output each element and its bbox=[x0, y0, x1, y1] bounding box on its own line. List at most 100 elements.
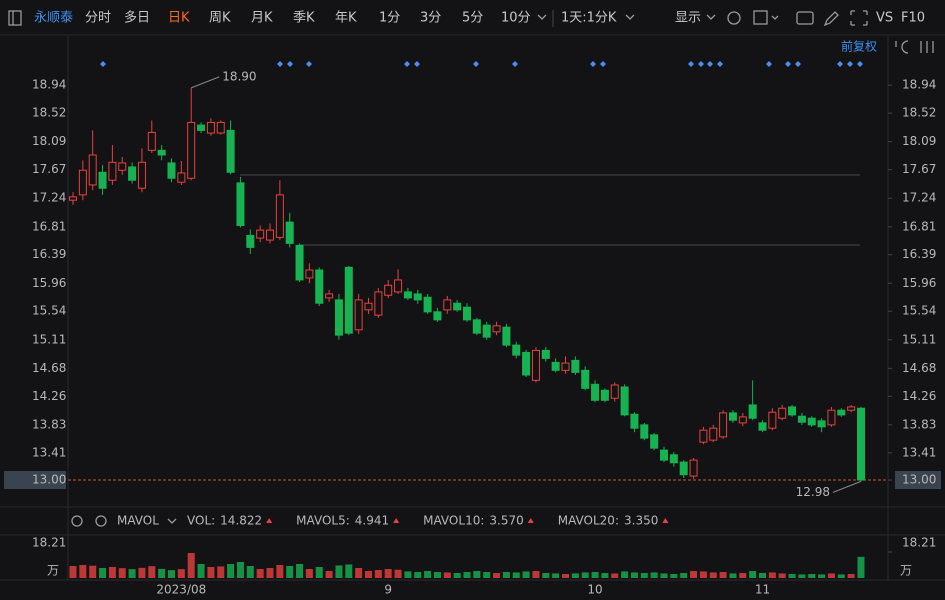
y-tick-label: 17.24 bbox=[32, 191, 66, 205]
candle-body bbox=[236, 182, 245, 226]
candle-body bbox=[275, 194, 284, 238]
volume-bar bbox=[788, 574, 796, 578]
candle-body bbox=[325, 293, 334, 299]
volume-bar bbox=[118, 568, 126, 578]
period-tab[interactable]: 年K bbox=[335, 11, 357, 26]
volume-bar bbox=[463, 572, 471, 578]
indicator-name[interactable]: MAVOL bbox=[117, 514, 159, 528]
y-tick-label: 13.83 bbox=[32, 417, 66, 431]
layout-icon[interactable] bbox=[753, 10, 768, 25]
candle-body bbox=[216, 121, 225, 134]
candle-body bbox=[857, 407, 865, 481]
legend-value: 14.822 bbox=[220, 514, 262, 528]
volume-bar bbox=[207, 567, 215, 578]
f10-button[interactable]: F10 bbox=[901, 11, 925, 26]
indicator-settings[interactable] bbox=[71, 515, 83, 527]
period-tab[interactable]: 周K bbox=[209, 11, 231, 26]
period-tab[interactable]: 1分 bbox=[379, 11, 400, 26]
volume-bar bbox=[236, 562, 244, 578]
volume-bar bbox=[256, 569, 264, 578]
volume-bar bbox=[483, 572, 491, 578]
volume-bar bbox=[453, 573, 461, 578]
volume-bar bbox=[827, 573, 835, 578]
sidebar-toggle[interactable] bbox=[8, 10, 22, 26]
period-tab[interactable]: 月K bbox=[251, 11, 273, 26]
candle-body bbox=[788, 406, 797, 416]
volume-bar bbox=[749, 571, 757, 578]
dropdown-arrow bbox=[537, 14, 547, 20]
vs-button[interactable]: VS bbox=[876, 11, 893, 26]
candle-body bbox=[719, 412, 728, 438]
period-tab[interactable]: 多日 bbox=[124, 10, 150, 26]
candle-body bbox=[778, 407, 787, 419]
interval-select[interactable]: 1天:1分K bbox=[561, 11, 617, 26]
low-pointer bbox=[832, 480, 862, 493]
candle-body bbox=[147, 131, 156, 151]
y-tick-label: 18.94 bbox=[902, 78, 936, 92]
camera-icon[interactable] bbox=[796, 11, 814, 25]
volume-bar bbox=[177, 569, 185, 578]
candle-body bbox=[423, 296, 432, 313]
display-menu[interactable]: 显示 bbox=[675, 11, 701, 26]
volume-bar bbox=[187, 553, 195, 578]
candle-body bbox=[600, 389, 609, 401]
candle-body bbox=[403, 291, 412, 299]
last-price-box bbox=[4, 471, 66, 490]
candle-body bbox=[630, 413, 639, 429]
volume-bar bbox=[552, 573, 560, 578]
draw-icon[interactable] bbox=[823, 11, 839, 27]
volume-bar bbox=[532, 571, 540, 578]
period-tab[interactable]: 季K bbox=[293, 11, 315, 26]
period-tab[interactable]: 10分 bbox=[501, 11, 531, 26]
volume-bar bbox=[168, 570, 175, 578]
y-tick-label: 14.68 bbox=[902, 361, 936, 375]
stock-name[interactable]: 永顺泰 bbox=[34, 11, 73, 26]
settings-icon[interactable] bbox=[727, 11, 741, 25]
last-price-box bbox=[895, 471, 941, 490]
candle-body bbox=[709, 427, 718, 441]
candle-body bbox=[463, 306, 471, 321]
candle-body bbox=[157, 149, 166, 156]
indicator-close[interactable] bbox=[95, 515, 107, 527]
volume-bar bbox=[798, 574, 806, 578]
period-tab[interactable]: 5分 bbox=[462, 11, 483, 26]
volume-tick-label: 18.21 bbox=[32, 536, 66, 550]
volume-bar bbox=[394, 569, 402, 578]
y-tick-label: 17.67 bbox=[32, 162, 66, 176]
candle-body bbox=[650, 434, 659, 449]
candle-body bbox=[748, 404, 757, 419]
low-label: 12.98 bbox=[796, 485, 830, 499]
candle-body bbox=[167, 162, 176, 179]
dropdown-arrow bbox=[625, 14, 635, 20]
volume-bar bbox=[562, 574, 569, 578]
y-tick-label: 17.67 bbox=[902, 162, 936, 176]
volume-bar bbox=[424, 571, 432, 578]
volume-bar bbox=[650, 572, 658, 578]
candle-body bbox=[571, 359, 580, 373]
y-tick-label: 15.54 bbox=[902, 304, 936, 318]
volume-bar bbox=[315, 567, 323, 578]
volume-bar bbox=[670, 574, 678, 578]
panel-icon[interactable] bbox=[920, 41, 934, 53]
adjust-mode[interactable]: 前复权 bbox=[841, 39, 877, 54]
volume-bar bbox=[404, 571, 412, 578]
reset-icon[interactable] bbox=[895, 40, 909, 54]
volume-bar bbox=[512, 572, 520, 578]
period-tab[interactable]: 3分 bbox=[420, 11, 441, 26]
candle-body bbox=[206, 121, 215, 134]
volume-bar bbox=[296, 564, 304, 578]
candle-body bbox=[512, 344, 521, 356]
fullscreen-icon[interactable] bbox=[850, 10, 868, 26]
candle-body bbox=[433, 311, 442, 321]
volume-bar bbox=[345, 564, 353, 578]
candle-body bbox=[78, 169, 87, 196]
volume-bar bbox=[128, 569, 136, 578]
volume-bar bbox=[305, 569, 313, 578]
legend-value: 3.350 bbox=[624, 514, 658, 528]
period-tab-active[interactable]: 日K bbox=[168, 11, 190, 26]
volume-bar bbox=[246, 566, 254, 578]
volume-bar bbox=[719, 572, 727, 578]
period-tab[interactable]: 分时 bbox=[85, 11, 111, 26]
candle-body bbox=[728, 412, 737, 421]
